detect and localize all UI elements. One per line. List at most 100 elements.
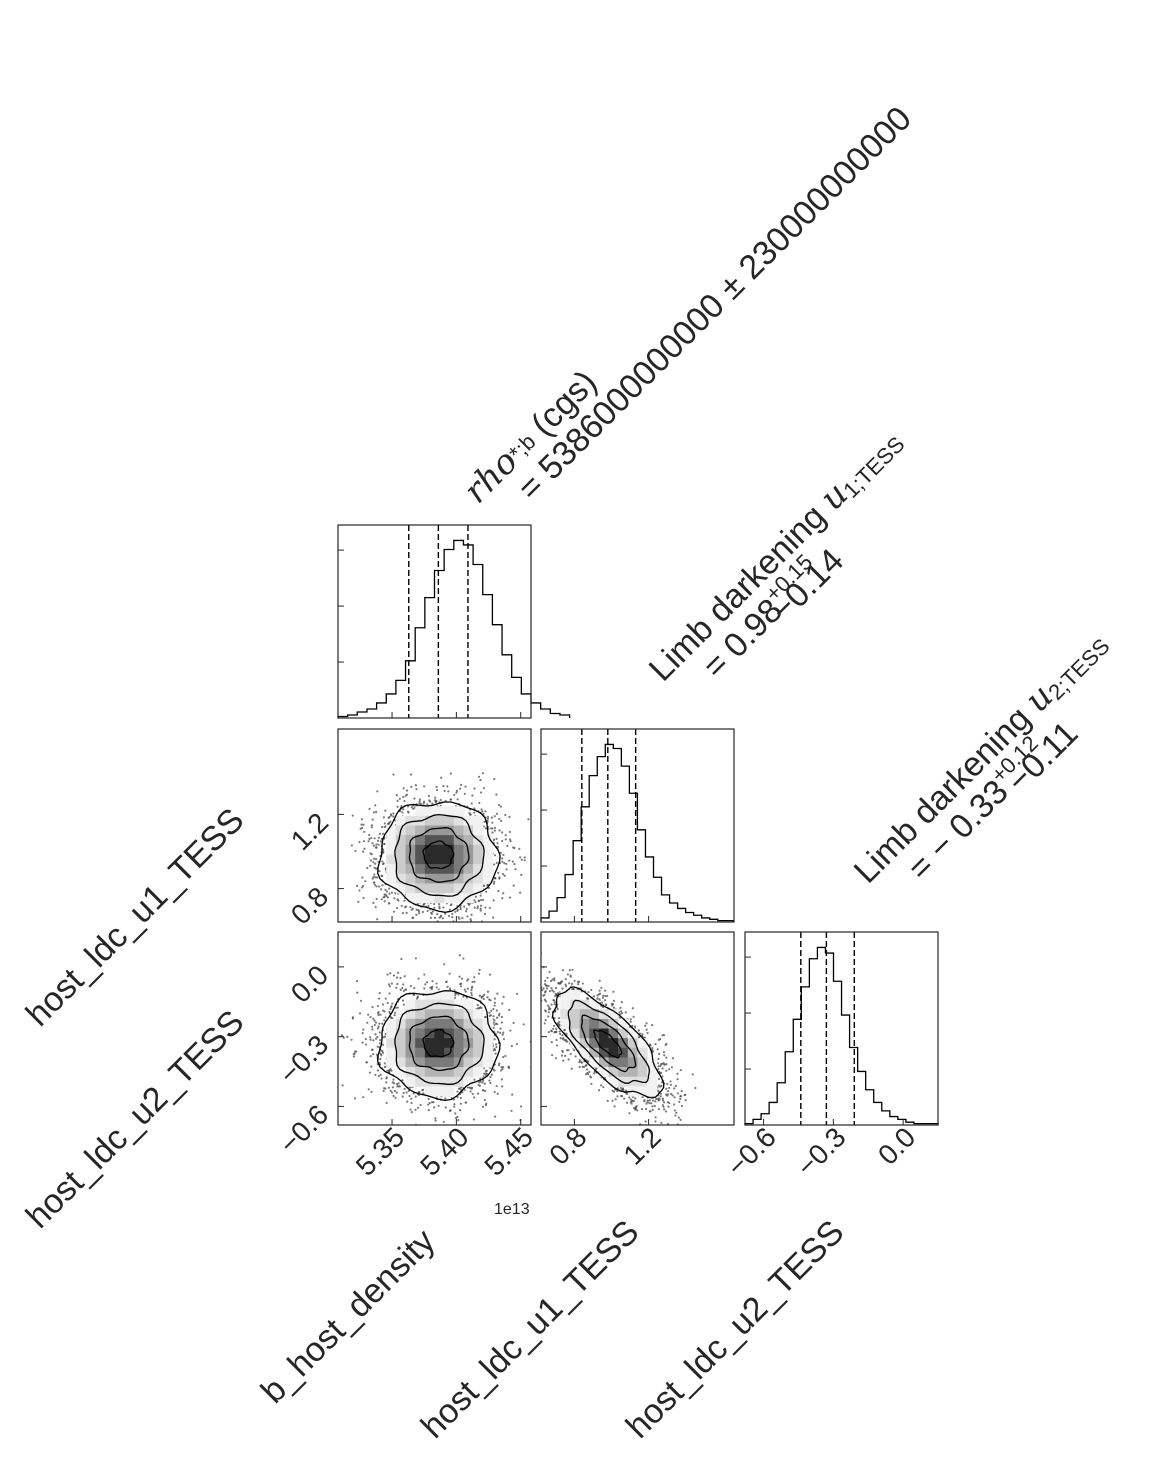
density-cell bbox=[579, 1028, 590, 1039]
scatter-point bbox=[555, 1027, 558, 1031]
density-cell bbox=[434, 1009, 445, 1020]
scatter-point bbox=[462, 995, 465, 998]
scatter-point bbox=[375, 858, 378, 861]
scatter-point bbox=[455, 789, 459, 792]
scatter-point bbox=[584, 1073, 588, 1076]
scatter-point bbox=[466, 979, 469, 982]
scatter-point bbox=[669, 1083, 672, 1086]
scatter-point bbox=[375, 885, 378, 888]
scatter-point bbox=[380, 1077, 383, 1080]
scatter-point bbox=[679, 1097, 682, 1101]
density-cell bbox=[424, 1057, 435, 1068]
scatter-point bbox=[498, 877, 501, 880]
scatter-point bbox=[370, 853, 373, 856]
scatter-point bbox=[502, 1066, 505, 1069]
scatter-point bbox=[377, 836, 380, 839]
scatter-point bbox=[466, 987, 470, 990]
scatter-point bbox=[389, 820, 392, 823]
scatter-point bbox=[542, 987, 545, 990]
scatter-point bbox=[386, 1069, 389, 1072]
scatter-point bbox=[547, 1011, 551, 1014]
scatter-point bbox=[388, 892, 391, 895]
density-cell bbox=[415, 1028, 426, 1039]
scatter-point bbox=[369, 864, 372, 867]
density-cell bbox=[415, 1009, 426, 1020]
scatter-point bbox=[358, 889, 361, 892]
scatter-point bbox=[346, 1035, 349, 1038]
scatter-point bbox=[568, 982, 571, 985]
histogram-step-1 bbox=[540, 743, 735, 922]
scatter-point bbox=[406, 1100, 409, 1103]
scatter-point bbox=[513, 863, 516, 866]
scatter-point bbox=[361, 850, 365, 853]
scatter-point bbox=[435, 799, 438, 802]
panel-frame-2-0 bbox=[337, 931, 532, 1126]
scatter-point bbox=[456, 909, 459, 912]
scatter-point bbox=[664, 1110, 668, 1113]
scatter-point bbox=[389, 1007, 392, 1011]
scatter-point bbox=[548, 990, 552, 993]
scatter-point bbox=[381, 860, 384, 863]
scatter-point bbox=[479, 904, 483, 907]
scatter-point bbox=[383, 822, 386, 825]
scatter-point bbox=[485, 1102, 488, 1105]
scatter-point bbox=[584, 1064, 587, 1067]
scatter-point bbox=[576, 980, 580, 983]
scatter-point bbox=[376, 1045, 379, 1048]
density-cell bbox=[444, 806, 455, 817]
scatter-point bbox=[341, 1084, 344, 1087]
scatter-point bbox=[495, 1084, 498, 1088]
scatter-point bbox=[553, 979, 556, 982]
scatter-point bbox=[523, 859, 526, 862]
scatter-point bbox=[352, 1055, 356, 1058]
scatter-point bbox=[661, 1067, 664, 1070]
scatter-point bbox=[501, 831, 504, 834]
scatter-point bbox=[654, 1043, 657, 1046]
scatter-point bbox=[604, 1003, 607, 1006]
density-cell bbox=[415, 999, 426, 1010]
panel-frame-1-1 bbox=[540, 728, 735, 923]
scatter-point bbox=[625, 1092, 628, 1095]
xtick-label: 5.45 bbox=[478, 1121, 538, 1181]
scatter-point bbox=[654, 1100, 657, 1103]
scatter-point bbox=[457, 916, 460, 919]
scatter-point bbox=[418, 798, 421, 801]
scatter-point bbox=[454, 994, 457, 997]
scatter-point bbox=[462, 957, 465, 960]
scatter-point bbox=[470, 802, 473, 805]
density-cell bbox=[463, 864, 474, 875]
scatter-point bbox=[635, 1105, 638, 1108]
scatter-point bbox=[513, 981, 515, 983]
scatter-point bbox=[401, 1095, 404, 1098]
scatter-point bbox=[371, 1025, 374, 1028]
scatter-point bbox=[413, 987, 416, 990]
density-cell bbox=[395, 883, 407, 894]
scatter-point bbox=[438, 903, 441, 906]
scatter-point bbox=[412, 807, 415, 810]
scatter-point bbox=[454, 910, 457, 913]
scatter-point bbox=[381, 1022, 384, 1025]
scatter-point bbox=[621, 1088, 625, 1091]
density-panel-1-0 bbox=[337, 728, 532, 939]
scatter-point bbox=[493, 1023, 496, 1026]
scatter-point bbox=[427, 904, 430, 908]
scatter-point bbox=[433, 906, 436, 909]
density-cell bbox=[395, 854, 407, 865]
scatter-point bbox=[459, 985, 463, 988]
scatter-point bbox=[396, 799, 399, 803]
scatter-point bbox=[659, 1064, 662, 1068]
svg-text:Limb darkening u2;TESS: Limb darkening u2;TESS bbox=[846, 623, 1114, 891]
density-cell bbox=[444, 1028, 455, 1039]
scatter-point bbox=[552, 1024, 556, 1028]
scatter-point bbox=[364, 1043, 368, 1046]
scatter-point bbox=[508, 937, 510, 939]
density-cell bbox=[463, 883, 474, 894]
scatter-point bbox=[571, 968, 574, 972]
scatter-point bbox=[538, 1033, 540, 1035]
scatter-point bbox=[434, 796, 437, 799]
scatter-point bbox=[376, 876, 379, 879]
density-cell bbox=[453, 999, 464, 1010]
density-cell bbox=[463, 1076, 474, 1087]
scatter-point bbox=[553, 1001, 556, 1004]
scatter-point bbox=[365, 1061, 368, 1064]
